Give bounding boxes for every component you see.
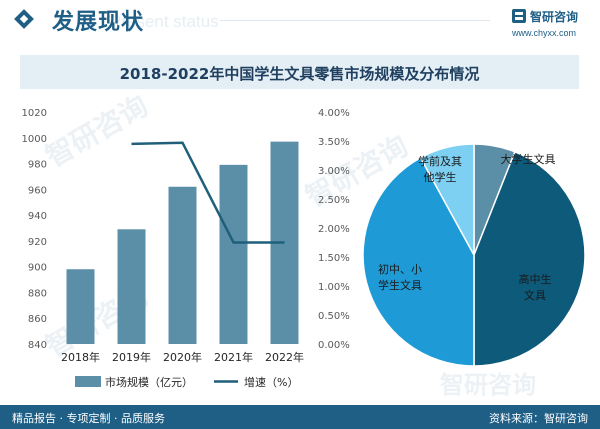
brand-logo-icon <box>512 9 526 23</box>
pie-slice <box>362 156 475 367</box>
pie-label: 初中、小 <box>378 262 422 276</box>
y-tick-label: 940 <box>28 211 47 222</box>
pie-label: 他学生 <box>424 170 457 184</box>
y-tick-label: 880 <box>28 288 47 299</box>
x-tick-label: 2020年 <box>163 350 202 364</box>
header-watermark-text: Present status <box>110 12 219 31</box>
y-tick-label: 980 <box>28 160 47 171</box>
diamond-icon <box>14 9 34 29</box>
y-tick-label: 1020 <box>22 108 47 119</box>
x-tick-label: 2018年 <box>61 350 100 364</box>
page-title: 发展现状 <box>52 10 145 35</box>
footer-tagline: 精品报告 · 专项定制 · 品质服务 <box>12 412 165 425</box>
pie-slice <box>419 143 475 256</box>
chart-title-bar: 2018-2022年中国学生文具零售市场规模及分布情况 <box>20 55 579 89</box>
pie-label: 文具 <box>524 288 546 302</box>
legend-label: 增速（%） <box>244 375 298 389</box>
bar <box>117 229 146 344</box>
pie-label: 高中生 <box>519 272 552 286</box>
y2-tick-label: 1.50% <box>318 253 350 264</box>
y2-tick-label: 0.00% <box>318 340 350 351</box>
y2-tick-label: 0.50% <box>318 311 350 322</box>
legend-label: 市场规模（亿元） <box>105 375 193 389</box>
y2-tick-label: 1.00% <box>318 282 350 293</box>
y-tick-label: 840 <box>28 340 47 351</box>
x-tick-label: 2022年 <box>265 350 304 364</box>
pie-label: 学前及其 <box>418 154 462 168</box>
y-tick-label: 860 <box>28 314 47 325</box>
footer: 精品报告 · 专项定制 · 品质服务 资料来源：智研咨询 <box>0 405 600 429</box>
y2-tick-label: 3.00% <box>318 166 350 177</box>
y-tick-label: 900 <box>28 263 47 274</box>
pie-label: 大学生文具 <box>501 152 556 166</box>
x-tick-label: 2021年 <box>214 350 253 364</box>
header-divider <box>220 20 490 21</box>
pie-slice <box>473 150 586 367</box>
y2-tick-label: 4.00% <box>318 108 350 119</box>
growth-line <box>131 141 285 244</box>
brand-url: www.chyxx.com <box>512 28 577 38</box>
y-tick-label: 920 <box>28 237 47 248</box>
y-tick-label: 1000 <box>22 134 47 145</box>
y2-tick-label: 2.50% <box>318 195 350 206</box>
legend-swatch-bar <box>75 376 101 387</box>
chart-title: 2018-2022年中国学生文具零售市场规模及分布情况 <box>119 65 480 83</box>
bar <box>219 164 248 344</box>
pie-label: 学生文具 <box>378 278 422 292</box>
y2-tick-label: 2.00% <box>318 224 350 235</box>
y2-tick-label: 3.50% <box>318 137 350 148</box>
bar <box>66 269 95 344</box>
x-tick-label: 2019年 <box>112 350 151 364</box>
header: Present status 发展现状 智研咨询 www.chyxx.com <box>0 0 600 42</box>
footer-source: 资料来源：智研咨询 <box>489 412 588 425</box>
bar <box>168 186 197 344</box>
brand-name: 智研咨询 <box>530 10 579 24</box>
y-tick-label: 960 <box>28 185 47 196</box>
